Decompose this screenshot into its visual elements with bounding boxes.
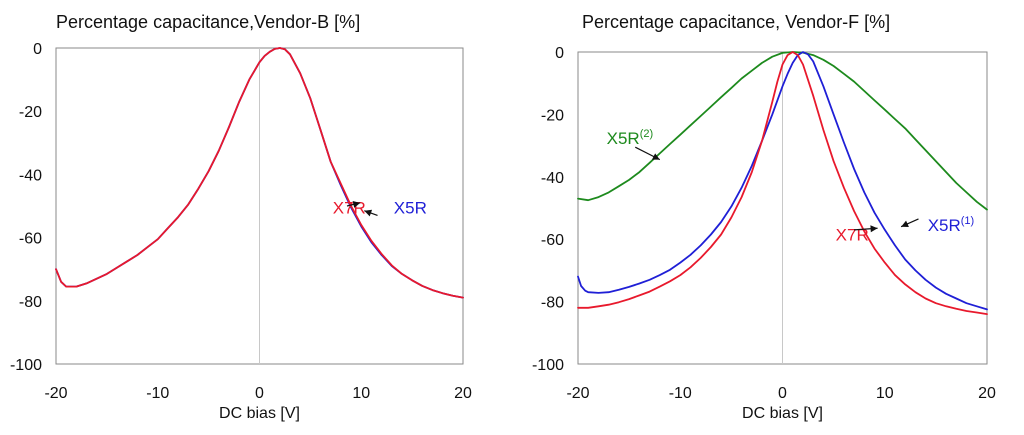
annotation-label: X5R xyxy=(394,199,427,218)
annotation-text: X5R xyxy=(607,129,640,148)
series-line-x5r-1 xyxy=(577,51,988,311)
annotation-arrow-head xyxy=(870,225,878,233)
annotation-arrow-head xyxy=(352,201,361,208)
x-axis-label: DC bias [V] xyxy=(742,405,823,422)
annotation-arrow-head xyxy=(651,153,660,160)
x-tick-label: 20 xyxy=(454,385,472,402)
y-tick-label: 0 xyxy=(555,45,564,62)
x-tick-label: 10 xyxy=(352,385,370,402)
x-tick-label: 20 xyxy=(978,385,996,402)
y-tick-label: 0 xyxy=(33,41,42,58)
y-tick-label: -20 xyxy=(19,104,42,121)
y-tick-label: -40 xyxy=(19,167,42,184)
annotation-text: X7R xyxy=(333,199,366,218)
annotation-label: X7R xyxy=(836,226,869,245)
x-tick-label: 10 xyxy=(876,385,894,402)
annotation-label: X7R xyxy=(333,199,366,218)
x-axis-label: DC bias [V] xyxy=(219,405,300,422)
series-line-x5r-2 xyxy=(577,51,988,211)
x-tick-label: -20 xyxy=(566,385,589,402)
annotation-superscript: (2) xyxy=(640,128,653,140)
y-tick-label: -100 xyxy=(532,357,564,374)
series-line-x7r xyxy=(55,47,464,299)
annotation-text: X7R xyxy=(836,226,869,245)
y-tick-label: -20 xyxy=(541,107,564,124)
annotation-text: X5R xyxy=(394,199,427,218)
chart-panel-1: Percentage capacitance,Vendor-B [%]0-20-… xyxy=(10,12,472,422)
chart-panel-2: Percentage capacitance, Vendor-F [%] 0 -20… xyxy=(532,12,996,422)
y-tick-label: -60 xyxy=(19,231,42,248)
series-line-x7r xyxy=(577,51,988,316)
x-tick-label: -10 xyxy=(669,385,692,402)
chart-title: Percentage capacitance, Vendor-F [%] xyxy=(582,12,890,32)
annotation-superscript: (1) xyxy=(961,215,974,227)
x-tick-label: 0 xyxy=(255,385,264,402)
y-tick-label: -100 xyxy=(10,357,42,374)
annotation-arrow-head xyxy=(901,220,909,228)
y-tick-label: -80 xyxy=(19,294,42,311)
y-tick-label: -40 xyxy=(541,170,564,187)
annotation-text: X5R xyxy=(928,216,961,235)
annotation-arrow-head xyxy=(364,209,373,217)
y-tick-label: -60 xyxy=(541,232,564,249)
x-tick-label: -20 xyxy=(44,385,67,402)
annotation-label: X5R(2) xyxy=(607,128,654,148)
annotation-label: X5R(1) xyxy=(928,215,975,235)
chart-title: Percentage capacitance,Vendor-B [%] xyxy=(56,12,360,32)
x-tick-label: 0 xyxy=(778,385,787,402)
y-tick-label: -80 xyxy=(541,295,564,312)
x-tick-label: -10 xyxy=(146,385,169,402)
